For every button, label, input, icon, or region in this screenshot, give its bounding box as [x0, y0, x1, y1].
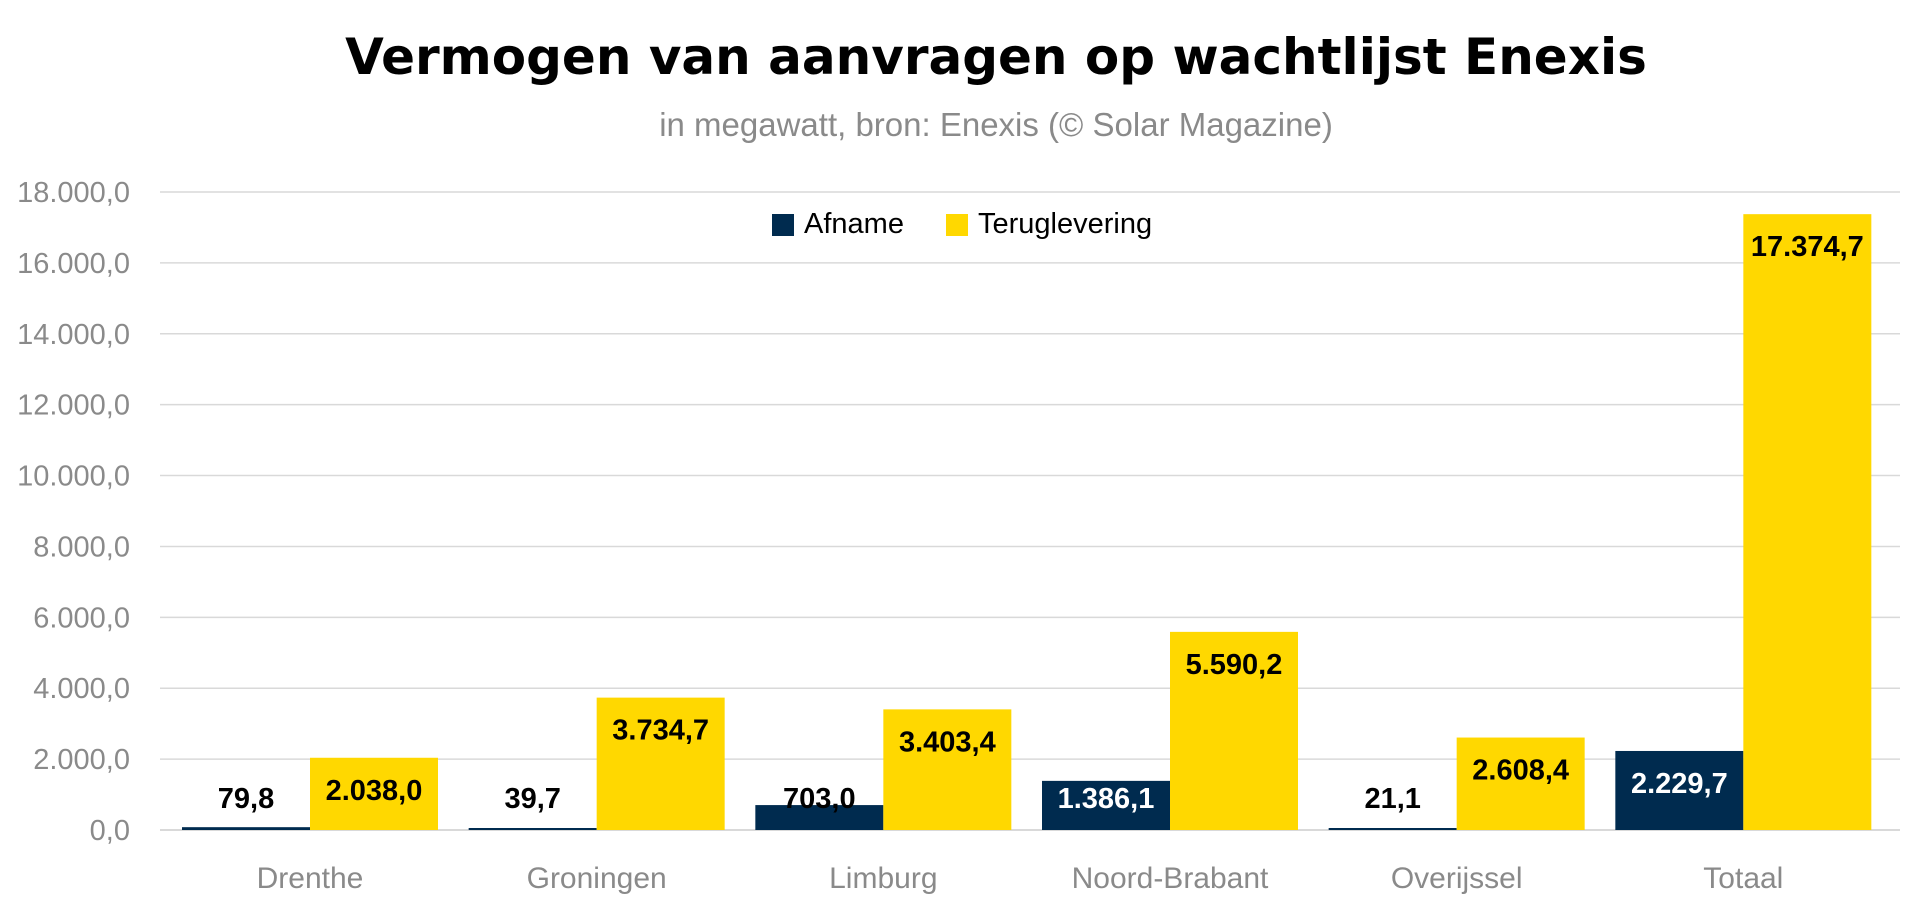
y-tick-label: 6.000,0	[33, 602, 130, 634]
bar-afname-noord-brabant	[1042, 780, 1170, 830]
y-tick-label: 18.000,0	[17, 177, 130, 209]
bar-teruglevering-drenthe	[310, 757, 438, 830]
bar-afname-totaal	[1615, 750, 1744, 830]
y-tick-label: 0,0	[90, 815, 130, 847]
legend-swatch-teruglevering	[946, 214, 968, 236]
y-tick-label: 8.000,0	[33, 531, 130, 563]
data-labels: 79,8 2.038,0 39,7 3.734,7 703,0 3.403,4 1.386,…	[218, 231, 1864, 815]
y-tick-label: 2.000,0	[33, 744, 130, 776]
legend-label: Afname	[804, 208, 904, 240]
data-label: 79,8	[218, 783, 274, 815]
bar-afname-limburg	[755, 805, 884, 830]
legend: Afname Teruglevering	[772, 208, 1152, 240]
bar-teruglevering-overijssel	[1456, 737, 1585, 830]
x-category-label: Groningen	[527, 862, 667, 895]
legend-swatch-afname	[772, 214, 794, 236]
x-category-label: Drenthe	[257, 862, 364, 895]
bar-teruglevering-totaal	[1743, 214, 1872, 831]
bars	[182, 214, 1872, 831]
chart-subtitle: in megawatt, bron: Enexis (© Solar Magaz…	[659, 106, 1333, 143]
y-tick-label: 16.000,0	[17, 248, 130, 280]
bar-teruglevering-limburg	[883, 709, 1012, 830]
data-label: 17.374,7	[1751, 231, 1864, 263]
data-label: 2.608,4	[1472, 755, 1569, 787]
data-label: 39,7	[504, 783, 560, 815]
gridlines	[160, 191, 1900, 831]
x-category-label: Limburg	[829, 862, 937, 895]
data-label: 2.229,7	[1631, 768, 1728, 800]
y-tick-label: 12.000,0	[17, 390, 130, 422]
y-tick-label: 10.000,0	[17, 461, 130, 493]
y-axis-ticks: 0,0 2.000,0 4.000,0 6.000,0 8.000,0 10.000,0 1…	[17, 177, 130, 847]
bar-teruglevering-groningen	[596, 697, 725, 830]
data-label: 21,1	[1364, 783, 1420, 815]
x-category-label: Totaal	[1703, 862, 1783, 895]
bar-afname-overijssel	[1328, 828, 1457, 830]
chart-title: Vermogen van aanvragen op wachtlijst Ene…	[345, 28, 1647, 86]
y-tick-label: 14.000,0	[17, 319, 130, 351]
x-axis-categories: Drenthe Groningen Limburg Noord-Brabant Over…	[257, 862, 1784, 895]
data-label: 2.038,0	[326, 775, 423, 807]
x-category-label: Noord-Brabant	[1072, 862, 1269, 895]
bar-afname-drenthe	[182, 827, 310, 830]
bar-teruglevering-noord-brabant	[1170, 631, 1298, 830]
x-category-label: Overijssel	[1391, 862, 1523, 895]
data-label: 5.590,2	[1186, 649, 1283, 681]
data-label: 703,0	[783, 783, 856, 815]
bar-afname-groningen	[468, 828, 597, 830]
y-tick-label: 4.000,0	[33, 673, 130, 705]
legend-label: Teruglevering	[978, 208, 1152, 240]
data-label: 3.734,7	[612, 715, 709, 747]
data-label: 1.386,1	[1058, 783, 1155, 815]
data-label: 3.403,4	[899, 726, 996, 758]
